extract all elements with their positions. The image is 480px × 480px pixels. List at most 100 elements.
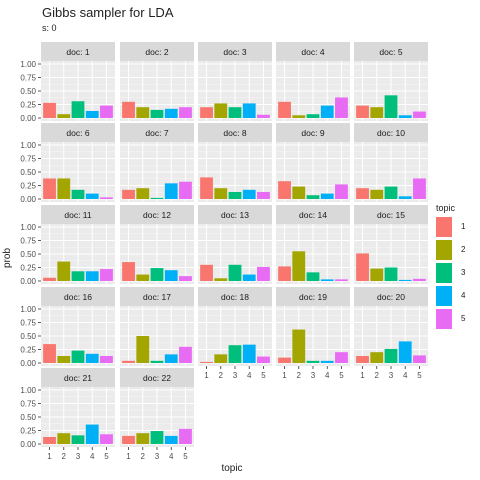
bar-13-topic-1 (200, 264, 213, 281)
bar-3-topic-3 (228, 107, 242, 118)
x-tick-label: 2 (141, 452, 146, 461)
facet-strip (41, 368, 115, 387)
bar-16-topic-1 (43, 344, 56, 363)
bar-13-topic-4 (242, 274, 256, 281)
bar-2-topic-5 (179, 107, 192, 118)
facet-strip (354, 205, 428, 224)
bar-13-topic-3 (228, 264, 242, 281)
legend-item-5: 5 (436, 307, 465, 330)
bar-4-topic-5 (335, 97, 348, 118)
facet-strip-label: doc: 17 (143, 292, 171, 302)
facet-strip (120, 42, 194, 61)
facet-strip-label: doc: 7 (145, 128, 168, 138)
bar-17-topic-2 (136, 336, 150, 363)
bar-12-topic-3 (150, 268, 164, 281)
facet-strip-label: doc: 2 (145, 47, 168, 57)
bar-19-topic-1 (278, 357, 291, 363)
bar-20-topic-4 (398, 341, 412, 363)
bar-5-topic-3 (384, 95, 398, 118)
x-tick-label: 2 (297, 371, 302, 380)
y-tick-label: 0.25 (20, 346, 36, 355)
y-tick-label: 1.00 (20, 60, 36, 69)
y-tick-label: 0.00 (20, 440, 36, 449)
facet-strip (198, 123, 272, 142)
bar-6-topic-1 (43, 178, 56, 199)
facet-strip-label: doc: 16 (64, 292, 92, 302)
facet-strip (276, 287, 350, 306)
facet-strip-label: doc: 8 (223, 128, 246, 138)
bar-13-topic-2 (214, 278, 228, 281)
bar-2-topic-4 (164, 108, 178, 118)
bar-22-topic-3 (150, 431, 164, 444)
y-tick-label: 0.25 (20, 427, 36, 436)
x-tick-label: 4 (247, 371, 252, 380)
legend-key (436, 262, 452, 283)
bar-21-topic-2 (57, 433, 71, 444)
bar-20-topic-5 (413, 355, 426, 363)
bar-9-topic-2 (292, 186, 306, 199)
bar-8-topic-5 (257, 191, 270, 199)
bar-17-topic-3 (150, 360, 164, 363)
x-tick-label: 5 (104, 452, 109, 461)
bar-19-topic-4 (320, 360, 334, 363)
facet-strip (120, 205, 194, 224)
y-tick-label: 0.75 (20, 237, 36, 246)
x-tick-label: 1 (204, 371, 209, 380)
bar-12-topic-4 (164, 270, 178, 281)
facet-strip (354, 287, 428, 306)
y-tick-label: 0.50 (20, 413, 36, 422)
y-tick-label: 0.50 (20, 250, 36, 259)
bar-1-topic-5 (100, 105, 113, 118)
bar-19-topic-5 (335, 352, 348, 363)
bar-6-topic-5 (100, 197, 113, 199)
y-tick-label: 0.00 (20, 359, 36, 368)
facet-strip (120, 287, 194, 306)
y-tick-label: 0.75 (20, 400, 36, 409)
bar-10-topic-2 (370, 189, 384, 199)
bar-18-topic-5 (257, 356, 270, 363)
bar-8-topic-4 (242, 189, 256, 199)
bar-19-topic-2 (292, 329, 306, 363)
bar-21-topic-5 (100, 434, 113, 444)
y-tick-label: 0.00 (20, 195, 36, 204)
x-tick-label: 3 (389, 371, 394, 380)
bar-14-topic-4 (320, 279, 334, 281)
facet-strip (276, 42, 350, 61)
y-tick-label: 0.50 (20, 87, 36, 96)
bar-1-topic-3 (71, 101, 85, 118)
bar-6-topic-2 (57, 178, 71, 199)
facet-strip (276, 123, 350, 142)
bar-5-topic-5 (413, 111, 426, 118)
bar-14-topic-3 (306, 272, 320, 281)
legend-item-1: 1 (436, 215, 465, 238)
x-tick-label: 4 (90, 452, 95, 461)
bar-7-topic-5 (179, 181, 192, 199)
bar-17-topic-4 (164, 354, 178, 363)
bar-12-topic-2 (136, 274, 150, 281)
y-tick-label: 0.50 (20, 332, 36, 341)
bar-5-topic-1 (356, 105, 369, 118)
facet-strip (120, 368, 194, 387)
bar-15-topic-3 (384, 267, 398, 281)
bar-22-topic-1 (122, 435, 135, 444)
facet-strip-label: doc: 18 (221, 292, 249, 302)
bar-4-topic-4 (320, 105, 334, 118)
bar-22-topic-5 (179, 428, 192, 444)
legend-label: 3 (461, 268, 466, 277)
bar-19-topic-3 (306, 360, 320, 363)
bar-9-topic-5 (335, 184, 348, 199)
bar-22-topic-2 (136, 433, 150, 444)
bar-7-topic-4 (164, 183, 178, 199)
bar-16-topic-5 (100, 355, 113, 363)
bar-3-topic-2 (214, 103, 228, 118)
facet-strip-label: doc: 15 (377, 210, 405, 220)
facet-strip-label: doc: 10 (377, 128, 405, 138)
x-tick-label: 5 (339, 371, 344, 380)
bar-4-topic-2 (292, 115, 306, 118)
facet-strip-label: doc: 9 (301, 128, 324, 138)
facet-strip (41, 123, 115, 142)
y-tick-label: 0.25 (20, 264, 36, 273)
y-tick-label: 0.00 (20, 277, 36, 286)
bar-2-topic-3 (150, 109, 164, 118)
